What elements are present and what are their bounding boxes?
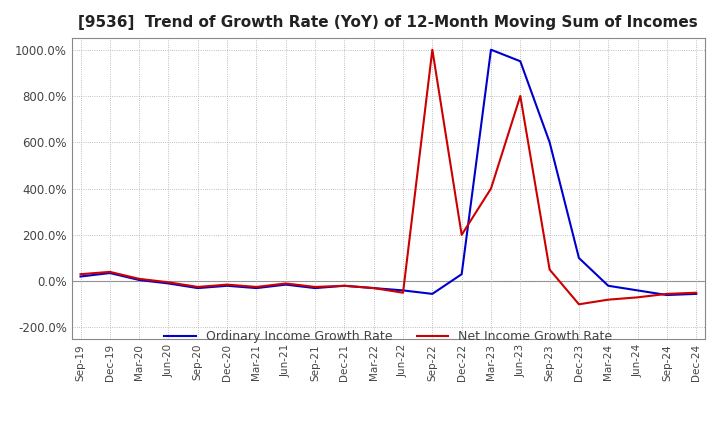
Net Income Growth Rate (252, 284, 261, 290)
Ordinary Income Growth Rate (194, 286, 202, 291)
Ordinary Income Growth Rate (516, 59, 525, 64)
Ordinary Income Growth Rate (282, 282, 290, 287)
Net Income Growth Rate (428, 47, 436, 52)
Net Income Growth Rate (164, 280, 173, 285)
Ordinary Income Growth Rate (662, 293, 671, 298)
Ordinary Income Growth Rate (428, 291, 436, 297)
Net Income Growth Rate (399, 290, 408, 295)
Net Income Growth Rate (369, 286, 378, 291)
Net Income Growth Rate (692, 290, 701, 295)
Net Income Growth Rate (135, 276, 143, 282)
Net Income Growth Rate (311, 284, 320, 290)
Net Income Growth Rate (282, 281, 290, 286)
Ordinary Income Growth Rate (135, 277, 143, 282)
Net Income Growth Rate (487, 186, 495, 191)
Net Income Growth Rate (106, 269, 114, 275)
Legend: Ordinary Income Growth Rate, Net Income Growth Rate: Ordinary Income Growth Rate, Net Income … (159, 325, 618, 348)
Net Income Growth Rate (604, 297, 613, 302)
Net Income Growth Rate (545, 267, 554, 272)
Ordinary Income Growth Rate (222, 283, 231, 288)
Ordinary Income Growth Rate (487, 47, 495, 52)
Ordinary Income Growth Rate (457, 271, 466, 277)
Ordinary Income Growth Rate (76, 274, 85, 279)
Ordinary Income Growth Rate (106, 271, 114, 276)
Ordinary Income Growth Rate (311, 286, 320, 291)
Title: [9536]  Trend of Growth Rate (YoY) of 12-Month Moving Sum of Incomes: [9536] Trend of Growth Rate (YoY) of 12-… (78, 15, 698, 30)
Ordinary Income Growth Rate (575, 255, 583, 260)
Ordinary Income Growth Rate (164, 281, 173, 286)
Net Income Growth Rate (76, 271, 85, 277)
Ordinary Income Growth Rate (399, 288, 408, 293)
Net Income Growth Rate (516, 93, 525, 99)
Ordinary Income Growth Rate (369, 286, 378, 291)
Net Income Growth Rate (662, 291, 671, 297)
Line: Net Income Growth Rate: Net Income Growth Rate (81, 50, 696, 304)
Line: Ordinary Income Growth Rate: Ordinary Income Growth Rate (81, 50, 696, 295)
Ordinary Income Growth Rate (692, 291, 701, 297)
Ordinary Income Growth Rate (340, 283, 348, 288)
Net Income Growth Rate (340, 283, 348, 288)
Net Income Growth Rate (457, 232, 466, 238)
Ordinary Income Growth Rate (604, 283, 613, 288)
Ordinary Income Growth Rate (545, 139, 554, 145)
Net Income Growth Rate (634, 295, 642, 300)
Net Income Growth Rate (194, 284, 202, 290)
Net Income Growth Rate (575, 302, 583, 307)
Ordinary Income Growth Rate (634, 288, 642, 293)
Net Income Growth Rate (222, 282, 231, 287)
Ordinary Income Growth Rate (252, 286, 261, 291)
